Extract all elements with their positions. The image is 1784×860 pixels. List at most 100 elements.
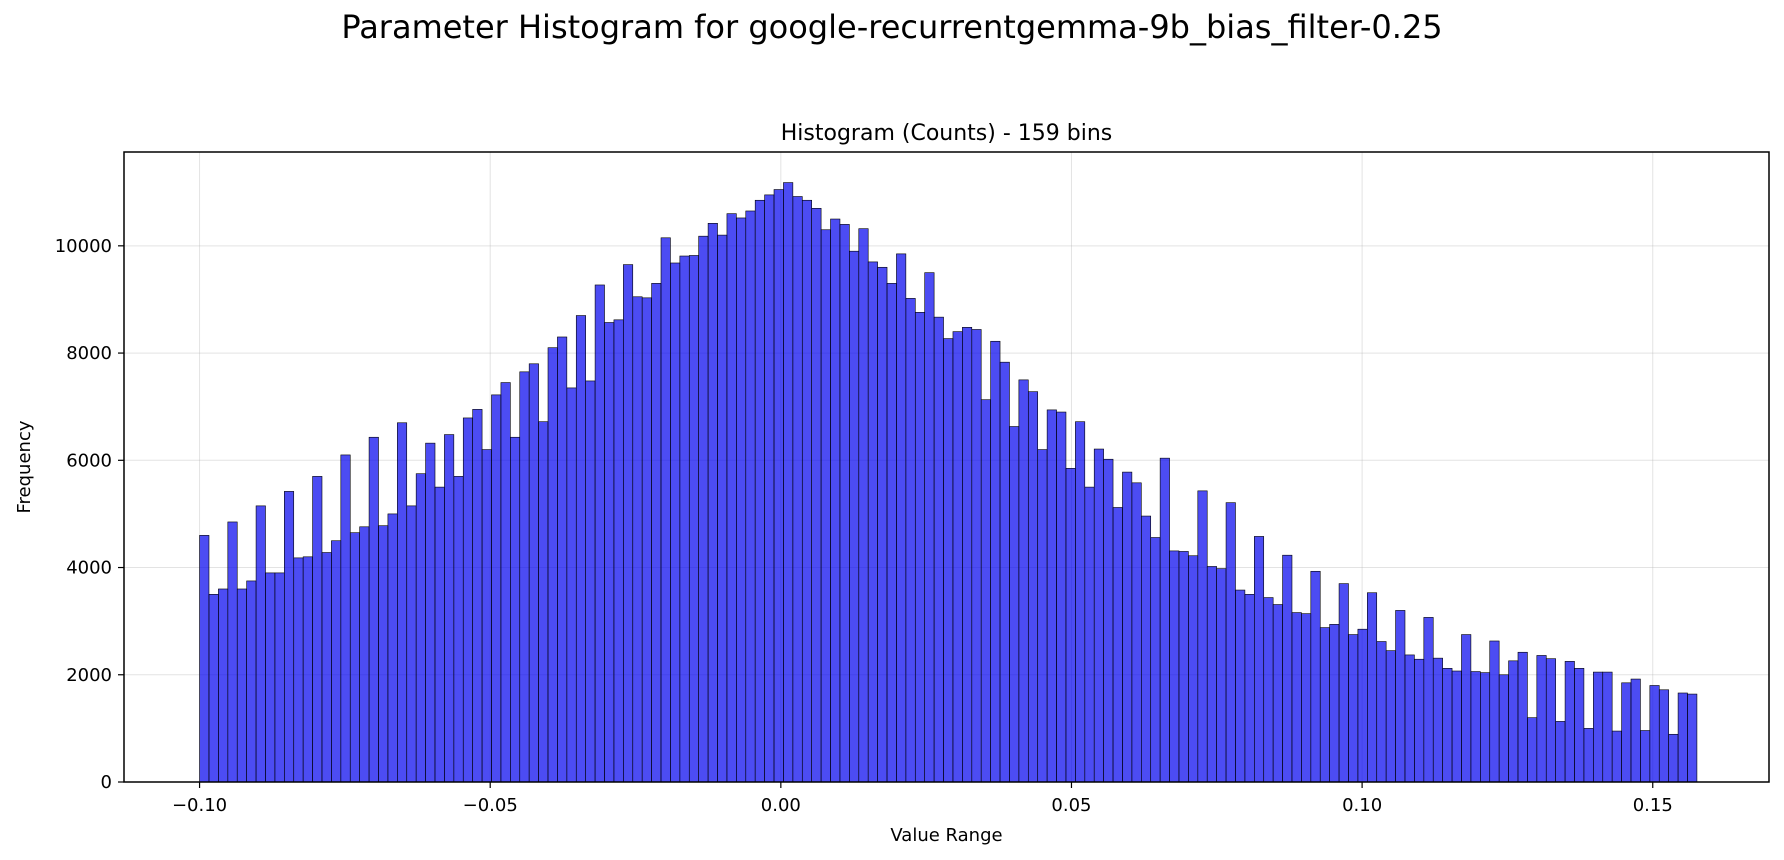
y-tick-label: 10000: [55, 236, 112, 257]
axes-title: Histogram (Counts) - 159 bins: [781, 121, 1112, 146]
histogram-bar: [255, 505, 266, 783]
histogram-bar: [1254, 536, 1265, 783]
histogram-bar: [1131, 482, 1142, 783]
histogram-bar: [1169, 550, 1180, 783]
histogram-bar: [1009, 426, 1020, 783]
histogram-bar: [1621, 682, 1632, 783]
histogram-bar: [717, 234, 728, 783]
histogram-bar: [312, 476, 323, 783]
histogram-bar: [1498, 674, 1509, 783]
histogram-bar: [877, 266, 888, 783]
histogram-bar: [340, 454, 351, 783]
histogram-bar: [1065, 468, 1076, 783]
histogram-bar: [1329, 624, 1340, 783]
y-tick-label: 0: [101, 772, 112, 793]
histogram-bar: [293, 557, 304, 783]
histogram-bar: [1084, 486, 1095, 783]
histogram-bar: [491, 394, 502, 783]
histogram-bar: [1263, 597, 1274, 783]
histogram-bar: [1517, 651, 1528, 783]
histogram-bar: [1037, 449, 1048, 783]
histogram-bar: [1564, 661, 1575, 783]
y-tick-label: 6000: [66, 450, 112, 471]
histogram-bar: [1630, 678, 1641, 783]
histogram-bar: [1451, 670, 1462, 783]
histogram-bar: [792, 196, 803, 783]
histogram-bar: [1545, 658, 1556, 783]
histogram-bar: [660, 237, 671, 783]
histogram-bar: [1027, 391, 1039, 783]
histogram-bar: [500, 382, 511, 783]
histogram-bar: [839, 224, 850, 783]
histogram-bar: [359, 526, 370, 783]
histogram-bar: [688, 255, 699, 783]
histogram-bar: [208, 594, 219, 783]
histogram-bar: [1583, 728, 1594, 783]
histogram-bar: [547, 347, 558, 783]
histogram-bar: [1244, 594, 1255, 783]
y-tick-label: 4000: [66, 558, 112, 579]
histogram-bar: [914, 312, 926, 783]
histogram-bar: [670, 262, 681, 783]
histogram-bar: [1093, 448, 1104, 783]
histogram-bar: [623, 264, 634, 783]
x-axis-ticks: −0.10 −0.05 0.00 0.05 0.10 0.15: [172, 782, 1673, 816]
histogram-bar: [698, 235, 709, 783]
histogram-bar: [415, 473, 426, 783]
histogram-bar: [538, 421, 549, 783]
histogram-bar: [943, 338, 954, 783]
histogram-bar: [783, 182, 794, 783]
histogram-bar: [820, 229, 831, 783]
histogram-bar: [1414, 658, 1425, 783]
histogram-bar: [1348, 634, 1359, 783]
histogram-bar: [453, 476, 464, 783]
histogram-bar: [284, 491, 295, 783]
histogram-bar: [1385, 650, 1396, 783]
histogram-bar: [1282, 554, 1293, 783]
histogram-bar: [736, 217, 747, 783]
histogram-bar: [999, 361, 1010, 783]
histogram-bar: [265, 572, 276, 783]
histogram-bar: [1574, 668, 1585, 783]
histogram-bar: [1357, 628, 1368, 783]
histogram-bar: [1470, 671, 1481, 783]
histogram-bar: [406, 505, 417, 783]
histogram-bar: [1122, 471, 1133, 783]
histogram-bar: [754, 199, 765, 783]
histogram-bar: [1640, 730, 1651, 783]
axes-frame: [123, 151, 1770, 783]
histogram-bar: [1489, 640, 1500, 783]
histogram-bar: [1188, 555, 1199, 783]
histogram-bar: [1235, 589, 1246, 783]
histogram-bar: [510, 436, 521, 783]
histogram-bar: [613, 319, 624, 783]
histogram-bar: [1432, 657, 1443, 783]
histogram-bar: [773, 189, 784, 783]
histogram-bar: [679, 255, 690, 783]
histogram-bar: [849, 250, 860, 783]
histogram-bar: [557, 336, 568, 783]
histogram-bar: [387, 513, 398, 783]
histogram-bar: [1367, 592, 1378, 783]
histogram-bar: [830, 218, 841, 783]
histogram-bar: [858, 228, 869, 783]
histogram-bar: [1206, 566, 1217, 783]
histogram-bar: [1480, 672, 1491, 783]
histogram-bar: [397, 422, 408, 783]
histogram-bar: [1687, 693, 1698, 783]
histogram-bar: [1150, 537, 1161, 783]
histogram-bar: [434, 486, 445, 783]
histogram-bar: [1197, 490, 1208, 783]
x-tick-label: −0.10: [172, 795, 227, 816]
histogram-bar: [594, 284, 605, 783]
histogram-bar: [1536, 655, 1547, 783]
histogram-bar: [1319, 627, 1330, 783]
histogram-bar: [462, 417, 473, 783]
histogram-bar: [707, 223, 718, 783]
histogram-bar: [886, 283, 897, 783]
histogram-bar: [575, 315, 586, 783]
histogram-bar: [632, 296, 643, 783]
histogram-bar: [528, 363, 539, 783]
histogram-bar: [378, 525, 389, 783]
histogram-bar: [604, 322, 615, 783]
